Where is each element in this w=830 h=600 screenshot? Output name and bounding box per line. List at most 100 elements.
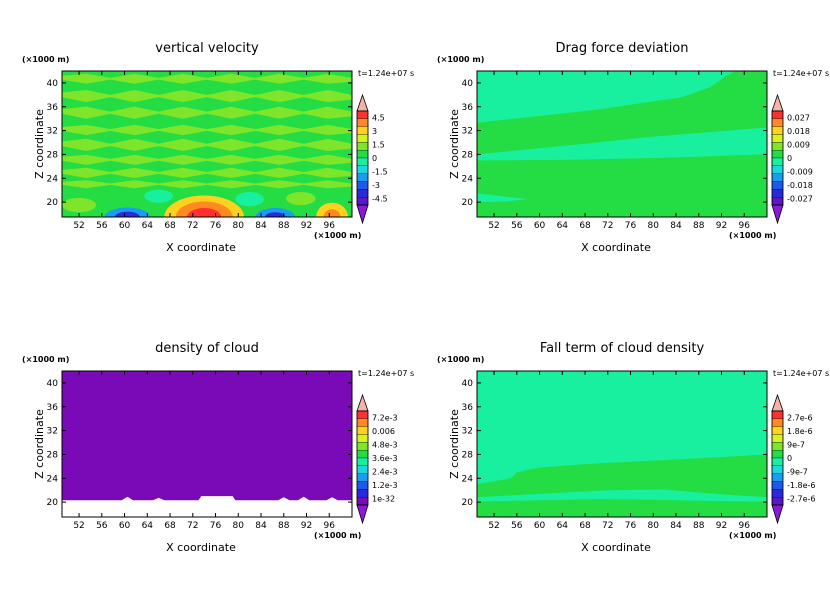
x-tick-label: 96	[324, 521, 336, 531]
contour-region	[477, 193, 529, 203]
x-tick-label: 56	[96, 221, 108, 231]
x-tick-label: 88	[693, 221, 705, 231]
x-tick-label: 96	[739, 521, 751, 531]
colorbar-swatch	[771, 110, 784, 119]
colorbar-swatch	[356, 434, 369, 443]
contour-cell	[187, 208, 222, 217]
plot-field	[477, 71, 767, 217]
colorbar-swatch	[356, 473, 369, 482]
colorbar-label: -3	[372, 181, 380, 190]
x-tick-label: 96	[739, 221, 751, 231]
chart-panel: Fall term of cloud density 52 56 60 64 68 72 76…	[437, 341, 829, 554]
chart-panel: Drag force deviation 52 56 60 64 68 72 76 80 84 88…	[437, 41, 829, 254]
x-tick-label: 84	[255, 521, 267, 531]
colorbar-swatch	[771, 434, 784, 443]
colorbar-swatch	[771, 489, 784, 498]
plot-frame	[61, 70, 353, 218]
contour-region	[62, 496, 352, 517]
contour-cell	[144, 189, 173, 203]
plot-field	[62, 71, 352, 217]
plot-frame	[476, 70, 768, 218]
colorbar-swatch	[771, 410, 784, 419]
y-tick-label: 32	[462, 127, 473, 137]
colorbar-label: 1.5	[372, 141, 385, 150]
x-tick-label: 92	[301, 221, 312, 231]
x-tick-label: 68	[164, 221, 176, 231]
y-tick-label: 36	[462, 103, 474, 113]
colorbar-label: 1.2e-3	[372, 481, 398, 490]
colorbar-swatch	[771, 450, 784, 459]
colorbar-label: -4.5	[372, 194, 388, 203]
x-tick-label: 72	[187, 521, 198, 531]
x-tick-label: 92	[716, 521, 727, 531]
y-tick-label: 28	[47, 150, 59, 160]
colorbar-label: -0.018	[787, 181, 813, 190]
y-unit-label: (×1000 m)	[22, 55, 69, 64]
colorbar-swatch	[356, 481, 369, 490]
y-tick-label: 20	[47, 498, 59, 508]
x-axis-title: X coordinate	[581, 541, 651, 554]
contour-cell	[286, 191, 316, 206]
contour-band	[62, 167, 352, 178]
colorbar-swatch	[356, 142, 369, 151]
x-tick-label: 56	[511, 221, 523, 231]
time-label: t=1.24e+07 s	[358, 369, 414, 378]
y-axis-title: Z coordinate	[33, 409, 46, 479]
x-axis-title: X coordinate	[581, 241, 651, 254]
colorbar-swatch	[771, 173, 784, 182]
colorbar-frame	[771, 110, 784, 206]
x-tick-label: 60	[119, 221, 131, 231]
y-tick-label: 24	[462, 474, 474, 484]
colorbar-label: 4.8e-3	[372, 441, 398, 450]
x-tick-label: 68	[579, 221, 591, 231]
x-tick-label: 64	[557, 521, 569, 531]
y-tick-label: 40	[47, 379, 59, 389]
y-tick-label: 40	[47, 79, 59, 89]
x-tick-label: 88	[278, 521, 290, 531]
x-tick-label: 64	[557, 221, 569, 231]
colorbar-swatch	[356, 150, 369, 159]
colorbar-swatch	[356, 181, 369, 190]
plot-frame	[61, 370, 353, 518]
x-tick-label: 96	[324, 221, 336, 231]
x-tick-label: 76	[625, 521, 637, 531]
colorbar-swatch	[771, 165, 784, 174]
colorbar-swatch	[356, 189, 369, 198]
x-tick-label: 76	[210, 521, 222, 531]
contour-cell	[114, 211, 140, 217]
colorbar-swatch	[771, 481, 784, 490]
chart-title: density of cloud	[155, 341, 259, 356]
colorbar-swatch	[771, 142, 784, 151]
chart-title: Drag force deviation	[556, 41, 689, 56]
y-tick-label: 20	[47, 198, 59, 208]
y-tick-label: 40	[462, 379, 474, 389]
x-tick-label: 80	[648, 221, 660, 231]
x-tick-label: 64	[142, 521, 154, 531]
x-tick-label: 80	[648, 521, 660, 531]
colorbar-swatch	[356, 110, 369, 119]
contour-region	[477, 489, 767, 502]
colorbar-label: 4.5	[372, 114, 385, 123]
x-tick-label: 64	[142, 221, 154, 231]
x-tick-label: 92	[716, 221, 727, 231]
colorbar-swatch	[356, 442, 369, 451]
x-tick-label: 60	[119, 521, 131, 531]
contour-region	[477, 71, 767, 155]
x-unit-label: (×1000 m)	[729, 531, 776, 540]
colorbar-label: 3	[372, 127, 377, 136]
contour-band	[62, 124, 352, 136]
colorbar-swatch	[771, 150, 784, 159]
colorbar-label: 3.6e-3	[372, 454, 398, 463]
colorbar-swatch	[356, 497, 369, 506]
colorbar-top-arrow	[356, 393, 369, 412]
colorbar-swatch	[771, 189, 784, 198]
colorbar-swatch	[771, 457, 784, 466]
colorbar-top-arrow	[771, 393, 784, 412]
y-tick-label: 28	[47, 450, 59, 460]
plot-field	[477, 371, 767, 517]
y-tick-label: 20	[462, 498, 474, 508]
colorbar-swatch	[771, 118, 784, 127]
field-background	[62, 371, 352, 517]
y-tick-label: 32	[47, 427, 58, 437]
colorbar-swatch	[771, 497, 784, 506]
